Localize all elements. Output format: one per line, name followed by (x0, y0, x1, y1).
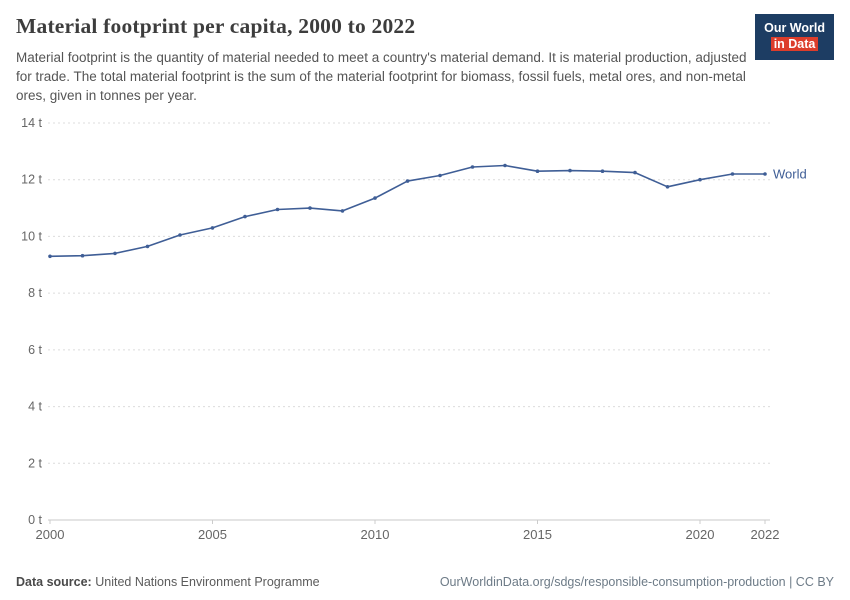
data-point (210, 226, 215, 231)
y-axis-tick-label: 2 t (28, 457, 42, 471)
data-point (405, 179, 410, 184)
owid-logo-line2: in Data (764, 36, 825, 52)
data-point (730, 172, 735, 177)
data-point (275, 208, 280, 212)
x-axis-tick-label: 2010 (361, 527, 390, 542)
y-axis-tick-label: 10 t (21, 230, 42, 244)
data-point (438, 174, 442, 178)
owid-link[interactable]: OurWorldinData.org/sdgs/responsible-cons… (439, 575, 834, 589)
owid-logo-line1: Our World (764, 21, 825, 35)
data-point (178, 233, 182, 238)
y-axis-tick-label: 4 t (28, 400, 42, 414)
chart-subtitle: Material footprint is the quantity of ma… (16, 50, 747, 104)
data-point (113, 252, 117, 256)
data-point (600, 169, 605, 174)
data-point (48, 254, 52, 259)
x-axis-tick-label: 2015 (523, 527, 552, 542)
y-axis-tick-label: 14 t (21, 116, 42, 130)
x-axis-tick-label: 2000 (36, 527, 65, 542)
header-text: Material footprint per capita, 2000 to 2… (16, 14, 755, 105)
x-axis-tick-label: 2005 (198, 527, 227, 542)
owid-logo: Our World in Data (755, 14, 834, 60)
data-point (470, 165, 475, 170)
chart-title: Material footprint per capita, 2000 to 2… (16, 14, 416, 38)
data-point (145, 245, 150, 249)
chart-footer: Data source: United Nations Environment … (16, 575, 834, 589)
data-point (340, 209, 345, 214)
y-axis-tick-label: 12 t (21, 173, 42, 187)
x-axis-tick-label: 2022 (751, 527, 780, 542)
series-line (49, 165, 766, 258)
data-source-value: United Nations Environment Programme (95, 575, 320, 589)
data-point (80, 254, 85, 258)
data-point (763, 172, 767, 177)
data-point (243, 215, 247, 219)
data-point (373, 196, 377, 201)
data-point (503, 164, 507, 168)
data-point (633, 171, 637, 175)
y-axis-tick-label: 8 t (28, 287, 42, 301)
chart-area: 0 t 2 t 4 t 6 t 8 t 10 t 12 t 14 t 2000 2005 2010 2… (0, 113, 850, 563)
data-source-label: Data source: (16, 575, 92, 589)
y-axis-tick-label: 6 t (28, 343, 42, 357)
data-point (665, 185, 670, 190)
series-end-label: World (773, 167, 807, 182)
data-point (568, 169, 572, 173)
data-point (698, 178, 702, 182)
owid-logo-line2-text: in Data (770, 37, 819, 52)
line-chart: 0 t 2 t 4 t 6 t 8 t 10 t 12 t 14 t 2000 2005 2010 2… (21, 116, 807, 542)
data-point (308, 206, 312, 211)
y-axis-tick-label: 0 t (28, 513, 42, 527)
data-source: Data source: United Nations Environment … (16, 575, 320, 589)
data-point (535, 169, 540, 174)
x-axis-tick-label: 2020 (686, 527, 715, 542)
chart-header: Material footprint per capita, 2000 to 2… (0, 0, 850, 105)
